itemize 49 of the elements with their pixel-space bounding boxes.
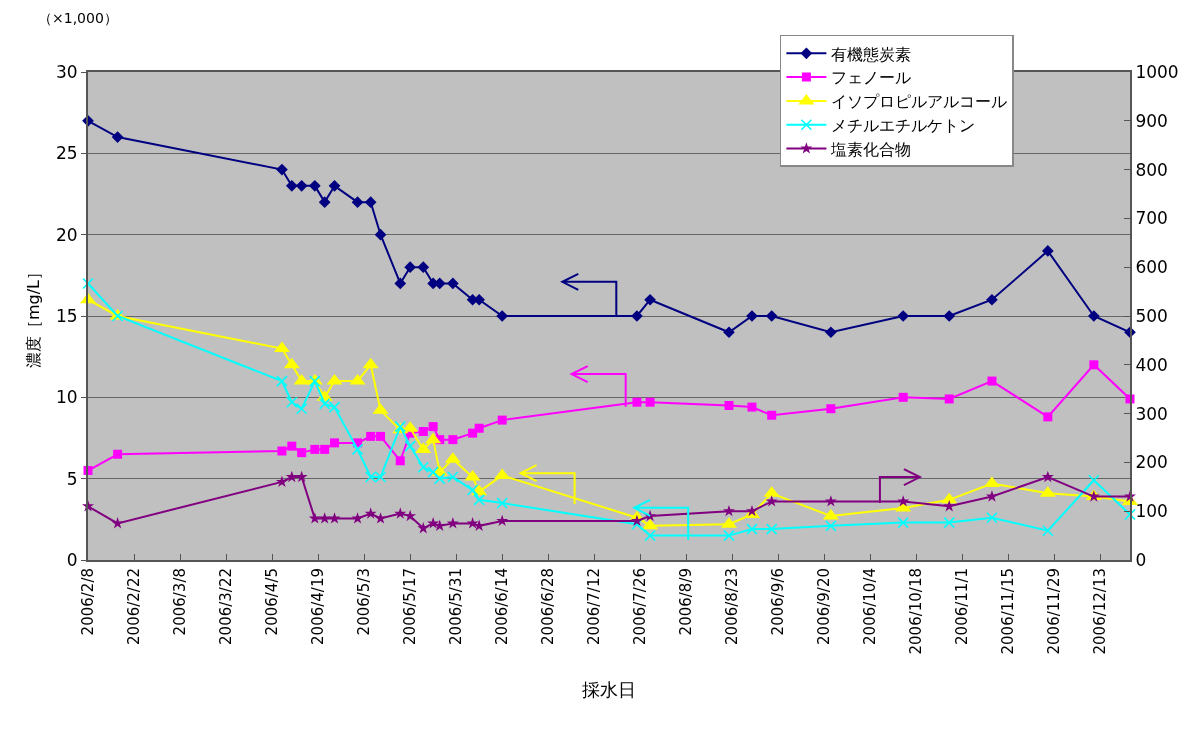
x-tick-label: 2006/9/20 — [815, 568, 834, 645]
x-tick-label: 2006/6/14 — [493, 568, 512, 645]
x-tick-label: 2006/5/17 — [401, 568, 420, 645]
y2-tick-label: 700 — [1135, 208, 1168, 229]
x-tick-label: 2006/12/13 — [1091, 568, 1110, 655]
y2-tick-label: 100 — [1135, 501, 1168, 522]
legend-label: フェノール — [831, 68, 912, 88]
y2-tick-label: 300 — [1135, 403, 1168, 424]
y-axis-title: 濃度［mg/L］ — [24, 263, 44, 369]
legend-label: イソプロピルアルコール — [831, 92, 1008, 112]
y2-tick-label: 900 — [1135, 110, 1168, 131]
x-tick-label: 2006/9/6 — [769, 568, 788, 636]
legend-label: 有機態炭素 — [831, 44, 912, 64]
x-tick-label: 2006/4/5 — [262, 568, 281, 636]
y-tick-label: 25 — [55, 143, 78, 164]
y-tick-label: 20 — [55, 224, 78, 245]
y-tick-label: 0 — [66, 549, 78, 570]
x-tick-label: 2006/7/26 — [631, 568, 650, 645]
x-tick-label: 2006/4/19 — [308, 568, 327, 645]
y2-tick-label: 800 — [1135, 159, 1168, 180]
x-tick-label: 2006/8/9 — [677, 568, 696, 636]
y2-tick-label: 0 — [1135, 549, 1147, 570]
y2-tick-label: 1000 — [1135, 61, 1179, 82]
x-tick-label: 2006/2/22 — [124, 568, 143, 645]
y-tick-label: 5 — [66, 468, 78, 489]
y-tick-label: 15 — [55, 305, 78, 326]
x-tick-label: 2006/5/31 — [447, 568, 466, 645]
y2-tick-label: 200 — [1135, 452, 1168, 473]
x-tick-label: 2006/2/8 — [78, 568, 97, 636]
x-tick-label: 2006/5/3 — [354, 568, 373, 636]
legend-label: 塩素化合物 — [830, 139, 912, 159]
x-tick-label: 2006/10/4 — [861, 568, 880, 645]
x-tick-label: 2006/11/15 — [999, 568, 1018, 655]
x-tick-label: 2006/11/1 — [953, 568, 972, 645]
x-tick-label: 2006/3/8 — [170, 568, 189, 636]
legend-label: メチルエチルケトン — [831, 115, 976, 135]
y-tick-label: 10 — [55, 387, 78, 408]
x-tick-label: 2006/10/18 — [907, 568, 926, 655]
x-tick-label: 2006/8/23 — [723, 568, 742, 645]
y2-tick-label: 500 — [1135, 305, 1168, 326]
y2-tick-label: 400 — [1135, 354, 1168, 375]
x-tick-label: 2006/7/12 — [585, 568, 604, 645]
x-tick-label: 2006/3/22 — [216, 568, 235, 645]
x-tick-label: 2006/6/28 — [539, 568, 558, 645]
x-axis-title: 採水日 — [582, 679, 636, 701]
y2-tick-label: 600 — [1135, 257, 1168, 278]
x-tick-label: 2006/11/29 — [1045, 568, 1064, 655]
text: （×1,000） — [38, 10, 118, 26]
y-tick-label: 30 — [55, 61, 78, 82]
